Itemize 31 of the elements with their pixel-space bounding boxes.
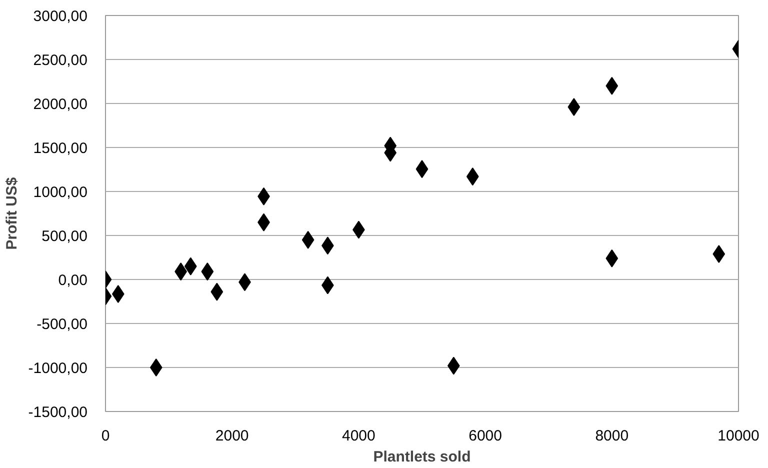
- x-tick-label: 8000: [595, 428, 629, 444]
- y-axis-title: Profit US$: [3, 176, 20, 250]
- point: [201, 262, 214, 281]
- point: [210, 282, 224, 301]
- x-tick-label: 4000: [342, 428, 376, 444]
- point: [466, 168, 479, 186]
- x-tick-label: 6000: [468, 428, 502, 444]
- point: [606, 249, 618, 268]
- point: [606, 76, 618, 95]
- x-tick-label: 10000: [718, 428, 760, 444]
- point: [568, 98, 580, 116]
- y-tick-label: 1500,00: [33, 140, 88, 157]
- point: [447, 356, 460, 375]
- x-tick-label: 2000: [215, 428, 249, 444]
- y-tick-label: 500,00: [42, 228, 88, 245]
- x-tick-label: 0: [101, 428, 110, 444]
- y-tick-label: -1000,00: [28, 360, 88, 377]
- y-tick-label: -500,00: [36, 316, 88, 333]
- point: [184, 257, 197, 276]
- point: [150, 358, 162, 376]
- y-tick-label: -1500,00: [28, 404, 88, 421]
- point: [302, 230, 314, 249]
- y-tick-label: 1000,00: [33, 184, 88, 201]
- point: [712, 244, 726, 263]
- y-tick-label: 2500,00: [33, 52, 88, 69]
- point: [112, 285, 124, 304]
- y-tick-label: 0,00: [58, 272, 88, 289]
- point: [416, 160, 428, 178]
- y-tick-label: 3000,00: [33, 8, 88, 25]
- x-axis-title: Plantlets sold: [373, 448, 471, 466]
- y-tick-label: 2000,00: [33, 96, 88, 113]
